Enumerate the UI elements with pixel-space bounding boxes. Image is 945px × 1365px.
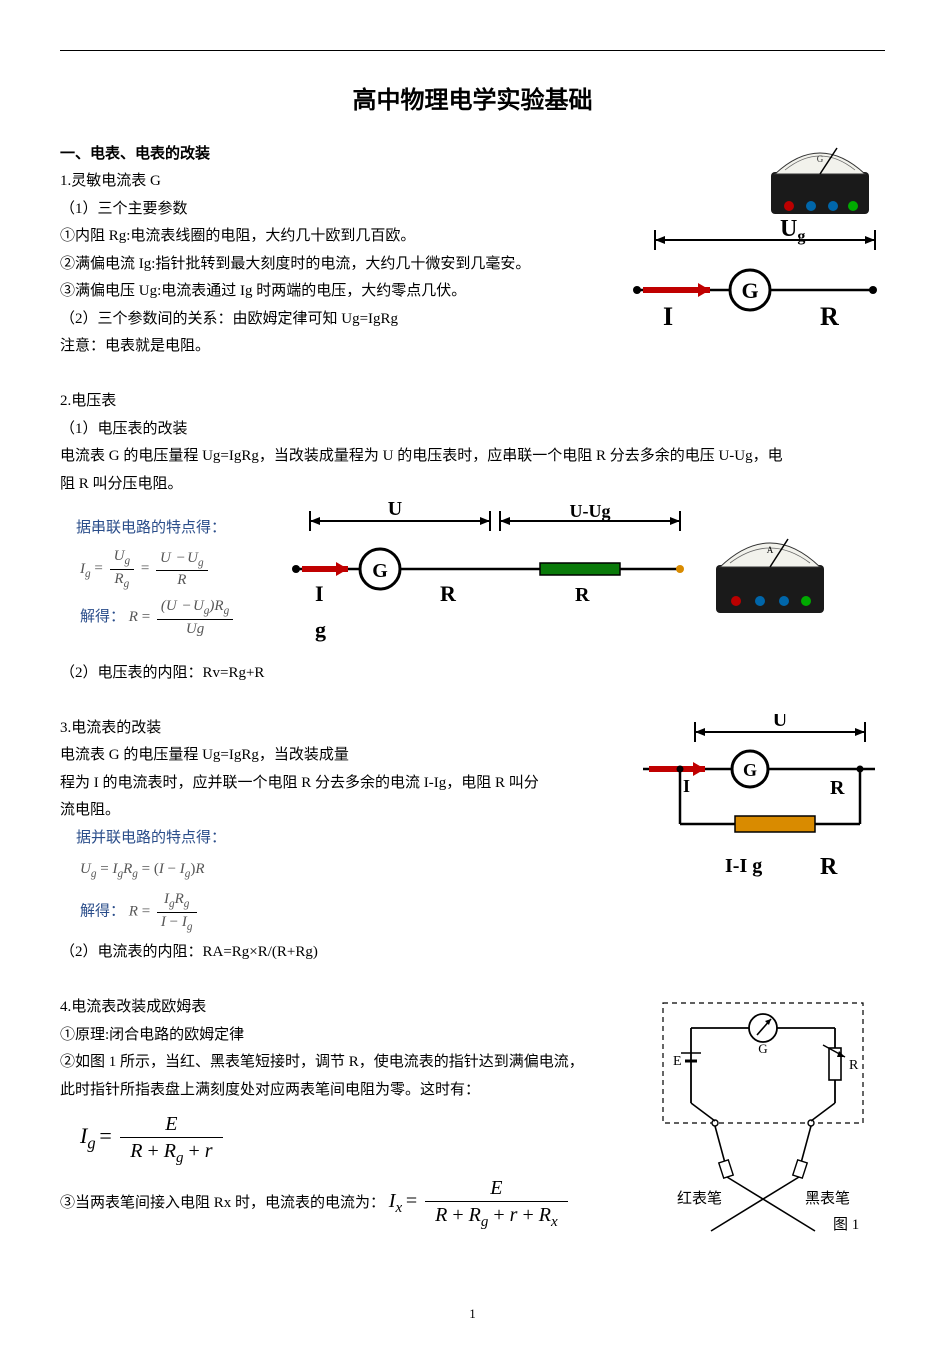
svg-text:I: I	[663, 302, 673, 331]
s1-li2: ②满偏电流 Ig:指针批转到最大刻度时的电流，大约几十微安到几毫安。	[60, 252, 625, 278]
s4-p4: ③当两表笔间接入电阻 Rx 时，电流表的电流为： Ix = E R + Rg +…	[60, 1175, 645, 1233]
svg-text:R: R	[849, 1058, 859, 1073]
formula-parallel: Ug = IgRg = (I − Ig)R	[80, 857, 635, 884]
formula-ig: Ig = E R + Rg + r	[80, 1111, 645, 1169]
formula-parallel-solve: 解得： R = IgRgI − Ig	[80, 890, 635, 934]
s1-h1: 1.灵敏电流表 G	[60, 169, 625, 195]
formula-series-solve: 解得： R = (U −Ug)RgUg	[80, 597, 280, 638]
diagram-voltmeter: U U-Ug G I R R g	[280, 499, 710, 649]
s3-p5: （2）电流表的内阻：RA=Rg×R/(R+Rg)	[60, 940, 635, 966]
svg-text:R: R	[575, 584, 590, 606]
s4-h1: 4.电流表改装成欧姆表	[60, 995, 645, 1021]
svg-text:黑表笔: 黑表笔	[805, 1190, 850, 1207]
diagram-g-ug: Ug G I R	[625, 220, 885, 340]
svg-text:E: E	[673, 1054, 682, 1069]
svg-text:g: g	[315, 617, 326, 642]
galvanometer-photo-icon: G	[765, 140, 875, 220]
s4-p3: 此时指针所指表盘上满刻度处对应两表笔间电阻为零。这时有：	[60, 1078, 645, 1104]
s2-p2b: 阻 R 叫分压电阻。	[60, 472, 885, 498]
svg-text:G: G	[758, 1041, 767, 1056]
s1-p1: （1）三个主要参数	[60, 197, 625, 223]
page-title: 高中物理电学实验基础	[60, 81, 885, 122]
s2-p2a: 电流表 G 的电压量程 Ug=IgRg，当改装成量程为 U 的电压表时，应串联一…	[60, 444, 885, 470]
s2-h1: 2.电压表	[60, 389, 885, 415]
diagram-ohmmeter: G E R 红表笔 黑表笔	[645, 993, 885, 1253]
formula-series: Ig = UgRg = U −UgR	[80, 547, 280, 591]
svg-text:U-Ug: U-Ug	[570, 501, 611, 521]
svg-text:图 1: 图 1	[833, 1216, 859, 1233]
s3-p2: 程为 I 的电流表时，应并联一个电阻 R 分去多余的电流 I-Ig，电阻 R 叫…	[60, 771, 635, 797]
svg-text:A: A	[767, 545, 774, 555]
svg-text:R: R	[830, 777, 845, 799]
svg-text:I: I	[683, 776, 690, 796]
top-rule	[60, 50, 885, 51]
svg-text:G: G	[741, 278, 758, 303]
s4-p1: ①原理:闭合电路的欧姆定律	[60, 1023, 645, 1049]
svg-text:I-I g: I-I g	[725, 855, 762, 877]
svg-text:G: G	[743, 760, 757, 780]
svg-text:U: U	[773, 714, 787, 731]
page-number: 1	[60, 1303, 885, 1325]
svg-text:红表笔: 红表笔	[677, 1190, 722, 1207]
svg-text:R: R	[820, 854, 838, 880]
s2-p4: （2）电压表的内阻：Rv=Rg+R	[60, 661, 885, 687]
s1-p3: 注意：电表就是电阻。	[60, 334, 625, 360]
section1-heading: 一、电表、电表的改装	[60, 142, 625, 168]
svg-text:Ug: Ug	[780, 220, 805, 245]
s3-p3: 流电阻。	[60, 798, 635, 824]
s1-li3: ③满偏电压 Ug:电流表通过 Ig 时两端的电压，大约零点几伏。	[60, 279, 625, 305]
s2-p3: 据串联电路的特点得：	[76, 516, 280, 542]
ammeter-photo-icon: A	[710, 529, 830, 619]
diagram-ammeter: U G I R I-I g R	[635, 714, 885, 894]
svg-text:I: I	[315, 581, 324, 606]
s1-li1: ①内阻 Rg:电流表线圈的电阻，大约几十欧到几百欧。	[60, 224, 625, 250]
svg-text:U: U	[388, 499, 402, 520]
s1-p2: （2）三个参数间的关系：由欧姆定律可知 Ug=IgRg	[60, 307, 625, 333]
svg-text:G: G	[817, 154, 824, 164]
s3-h1: 3.电流表的改装	[60, 716, 635, 742]
svg-text:R: R	[440, 581, 457, 606]
s4-p2: ②如图 1 所示，当红、黑表笔短接时，调节 R，使电流表的指针达到满偏电流，	[60, 1050, 645, 1076]
s2-p1: （1）电压表的改装	[60, 417, 885, 443]
svg-text:G: G	[372, 560, 388, 582]
s3-p1: 电流表 G 的电压量程 Ug=IgRg，当改装成量	[60, 743, 635, 769]
svg-text:R: R	[820, 302, 839, 331]
s3-p4: 据并联电路的特点得：	[76, 826, 635, 852]
